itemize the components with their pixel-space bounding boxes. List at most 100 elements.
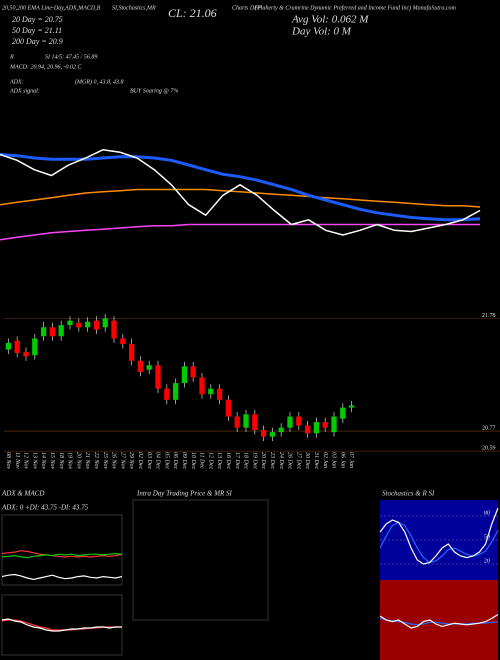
x-tick-label: 23 Dec <box>269 452 275 469</box>
x-tick-label: 20 Dec <box>260 452 266 469</box>
x-tick-label: 30 Dec <box>304 451 310 469</box>
x-tick-label: 05 Dec <box>163 452 169 469</box>
x-tick-label: 26 Nov <box>111 452 117 470</box>
candle-body <box>40 327 47 337</box>
candle-body <box>49 327 56 337</box>
x-tick-label: 03 Dec <box>146 452 152 469</box>
x-tick-label: 13 Nov <box>31 452 37 470</box>
x-tick-label: 29 Nov <box>128 452 134 470</box>
candle-body <box>296 416 302 426</box>
y-tick-label: 20.59 <box>482 445 496 451</box>
candle-body <box>269 432 276 437</box>
annotation: Day Vol: 0 M <box>291 26 352 38</box>
annotation: SI,Stochastics,MR <box>112 5 156 11</box>
annotation: (Flaherty & Crumrine Dynamic Preferred a… <box>255 4 457 11</box>
x-tick-label: 19 Nov <box>67 452 73 470</box>
x-tick-label: 18 Dec <box>243 452 249 469</box>
series-line <box>0 149 481 236</box>
y-tick-label: 20.77 <box>482 425 496 431</box>
x-tick-label: 04 Dec <box>155 452 162 469</box>
annotation: 50 Day = 21.11 <box>12 26 62 35</box>
series-line <box>1 550 123 558</box>
candle-body <box>76 322 82 328</box>
candle-body <box>120 338 126 345</box>
x-tick-label: 24 Dec <box>278 452 285 469</box>
series-line <box>0 153 481 222</box>
annotation: 20,50,200 EMA Line-Day,ADX,MACD,B <box>2 5 101 11</box>
candle-body <box>181 366 188 384</box>
x-tick-label: 11 Nov <box>14 452 20 469</box>
x-tick-label: 06 Dec <box>172 452 178 469</box>
candle-body <box>5 342 12 350</box>
series-line <box>0 188 481 208</box>
x-tick-label: 12 Dec <box>207 452 213 469</box>
x-tick-label: 14 Nov <box>40 452 47 470</box>
panel-frame <box>1 514 123 586</box>
annotation: SI 14/5: 47.45 / 56.89 <box>45 53 97 60</box>
candle-body <box>331 416 337 433</box>
panel-background <box>380 500 498 580</box>
x-tick-label: 15 Nov <box>49 452 55 470</box>
candle-body <box>93 320 100 330</box>
panel-subtitle: ADX: 0 +DI: 43.75 -DI: 43.75 <box>1 504 89 512</box>
candle-body <box>287 416 293 428</box>
candle-body <box>102 318 108 328</box>
candle-body <box>155 365 161 389</box>
candle-body <box>14 340 20 353</box>
x-tick-label: 25 Nov <box>102 452 108 470</box>
annotation: (MGR) 0, 43.8, 43.8 <box>75 78 124 85</box>
annotation: MACD: 20.94, 20.96, -0.02 C <box>9 63 82 70</box>
annotation: ADX signal: <box>9 88 40 94</box>
panel-title: Stochastics & R SI <box>382 490 435 498</box>
x-tick-label: 06 Jan <box>339 452 345 468</box>
panel-title: Intra Day Trading Price & MR SI <box>136 490 233 498</box>
panel-title: ADX & MACD <box>1 490 44 498</box>
candle-body <box>225 399 232 417</box>
y-tick-label: 50 <box>484 534 490 540</box>
x-tick-label: 02 Jan <box>322 452 328 468</box>
candle-body <box>111 320 117 339</box>
x-tick-label: 27 Nov <box>119 452 125 470</box>
x-tick-label: 08 Nov <box>5 452 11 470</box>
annotation: CL: 21.06 <box>168 6 217 20</box>
x-tick-label: 07 Jan <box>348 452 354 468</box>
candle-body <box>23 351 29 357</box>
x-tick-label: 12 Nov <box>23 452 29 470</box>
series-line <box>379 613 499 629</box>
x-tick-label: 16 Dec <box>225 452 231 469</box>
series-line <box>0 223 480 241</box>
candle-body <box>304 425 311 434</box>
x-tick-label: 10 Dec <box>190 452 196 469</box>
annotation: BUY Soaring @ 7% <box>130 88 178 94</box>
x-tick-label: 31 Dec <box>313 451 319 469</box>
annotation: 200 Day = 20.9 <box>12 37 63 46</box>
series-line <box>1 573 123 581</box>
candle-body <box>84 321 91 328</box>
candle-body <box>313 422 320 434</box>
x-tick-label: 22 Nov <box>93 452 99 470</box>
candle-body <box>348 405 355 408</box>
candle-body <box>322 422 328 428</box>
candle-body <box>58 325 64 337</box>
series-line <box>1 618 122 632</box>
candle-body <box>208 388 214 395</box>
panel-frame <box>132 499 269 621</box>
candle-body <box>32 338 38 356</box>
x-tick-label: 17 Dec <box>234 452 240 469</box>
x-tick-label: 26 Dec <box>287 452 293 469</box>
candle-body <box>260 429 267 437</box>
annotation: Charts DFP <box>232 5 262 11</box>
candle-body <box>199 377 205 395</box>
candle-body <box>216 388 223 400</box>
x-tick-label: 11 Dec <box>199 452 205 469</box>
candle-body <box>340 407 346 419</box>
annotation: ADX: <box>9 79 24 85</box>
series-line <box>379 507 499 565</box>
x-tick-label: 20 Nov <box>75 452 81 470</box>
x-tick-label: 18 Nov <box>58 452 64 470</box>
x-tick-label: 02 Dec <box>137 452 143 469</box>
panel-frame <box>1 594 123 656</box>
x-tick-label: 13 Dec <box>216 452 222 469</box>
candle-body <box>252 414 258 430</box>
